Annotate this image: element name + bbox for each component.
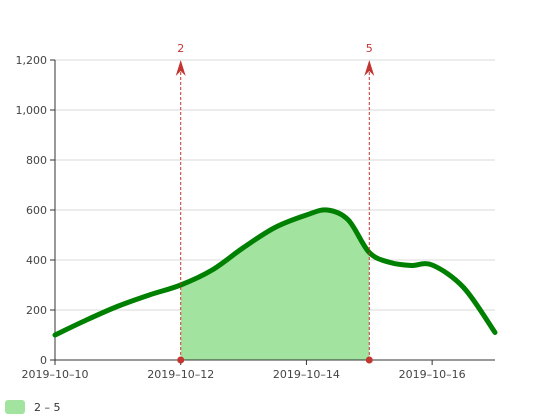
y-tick-labels: 0 200 400 600 800 1,000 1,200: [16, 54, 55, 367]
y-tick-label: 600: [26, 204, 47, 217]
x-tick-labels: 2019–10–10 2019–10–12 2019–10–14 2019–10–16: [22, 360, 466, 381]
x-tick-label: 2019–10–14: [273, 368, 340, 381]
y-tick-label: 800: [26, 154, 47, 167]
series-line: [52, 207, 498, 338]
legend-swatch[interactable]: [5, 400, 25, 414]
y-tick-label: 400: [26, 254, 47, 267]
marked-area-fill: [180, 209, 370, 360]
grid-lines: [55, 59, 495, 311]
mark-line-start-dot: [177, 356, 185, 364]
x-tick-label: 2019–10–10: [22, 368, 89, 381]
x-tick-label: 2019–10–16: [399, 368, 466, 381]
mark-line-label: 2: [177, 42, 184, 55]
x-tick-label: 2019–10–12: [147, 368, 214, 381]
legend[interactable]: 2 – 5: [5, 400, 61, 414]
series-layer: [52, 207, 498, 338]
mark-line-label: 5: [366, 42, 373, 55]
mark-line-arrow: [364, 60, 375, 76]
y-tick-label: 0: [40, 354, 47, 367]
y-tick-label: 200: [26, 304, 47, 317]
y-tick-label: 1,000: [16, 104, 48, 117]
legend-label[interactable]: 2 – 5: [34, 401, 61, 414]
mark-line-arrow: [175, 60, 186, 76]
y-tick-label: 1,200: [16, 54, 48, 67]
mark-line-start-dot: [365, 356, 373, 364]
marked-area: [180, 209, 370, 360]
